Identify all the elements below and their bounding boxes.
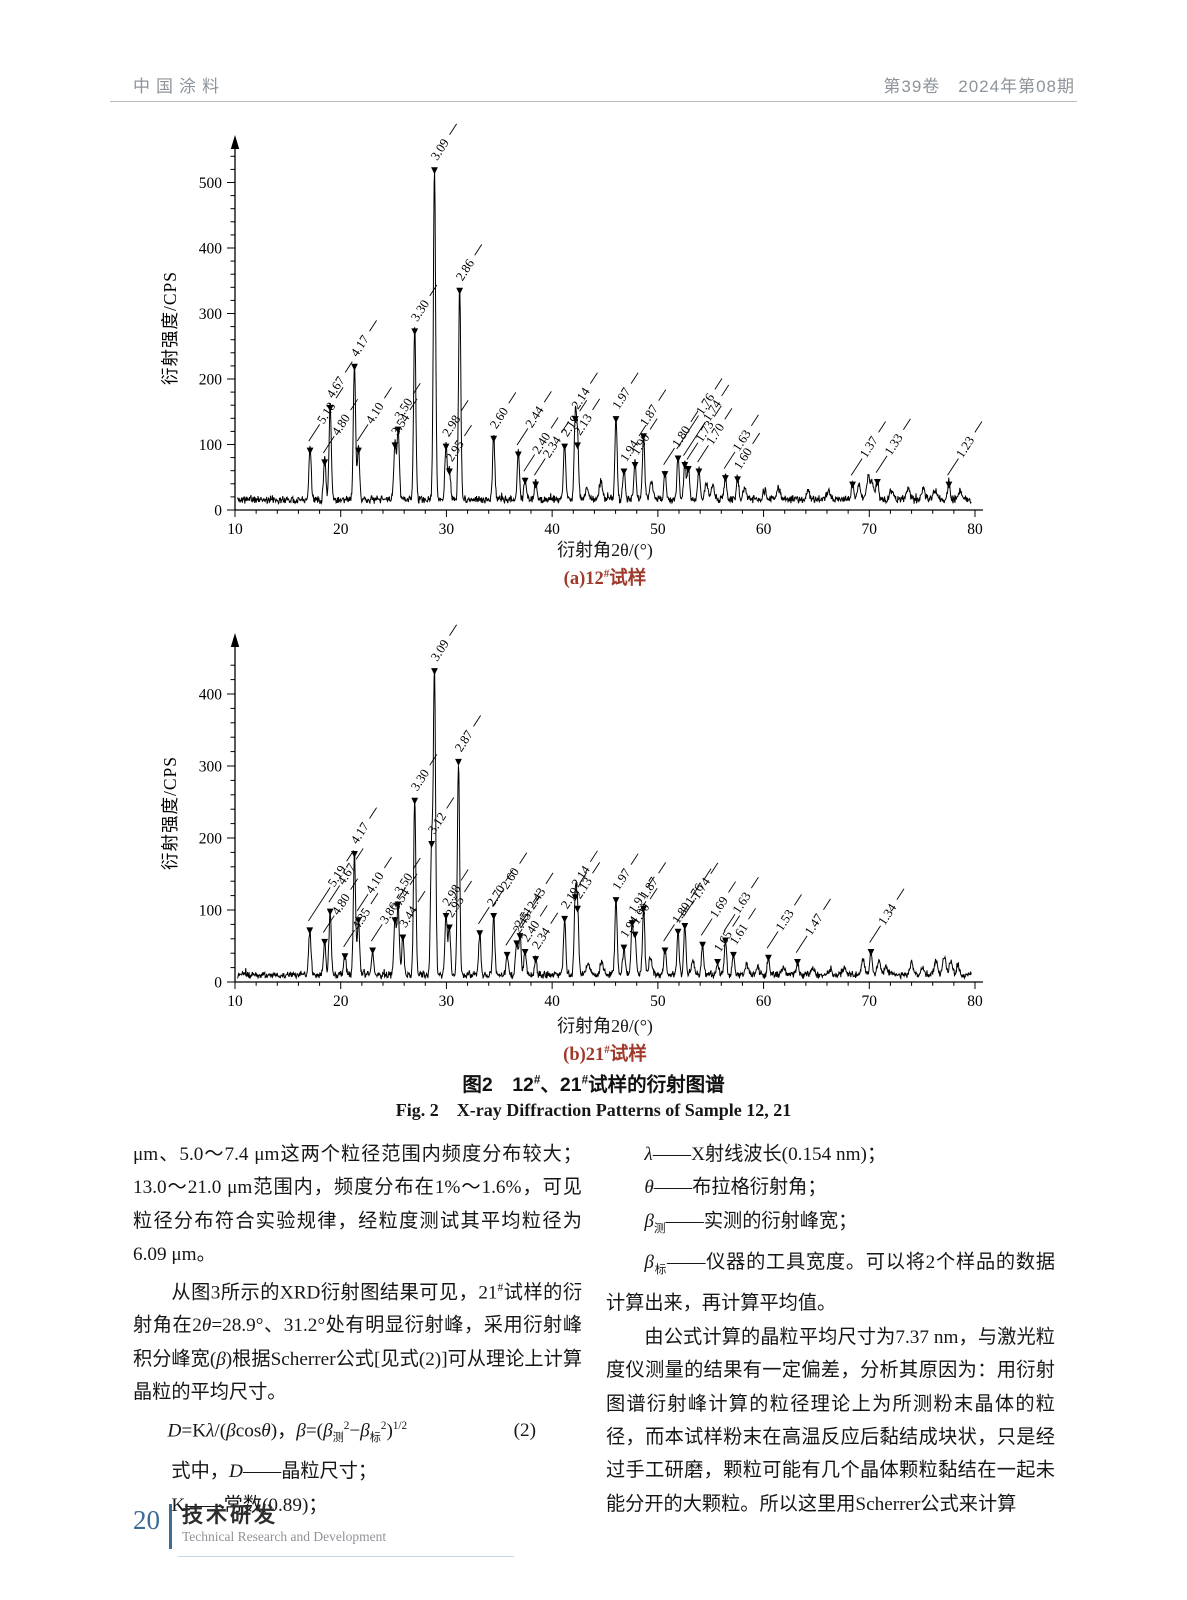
xrd-chart-sample-21: 10 20 30 40 50 60 70 80 0 100 200 300 400 衍射强度/CPS 5.1… bbox=[150, 624, 990, 1010]
svg-text:30: 30 bbox=[439, 521, 455, 538]
svg-text:100: 100 bbox=[199, 437, 223, 454]
svg-text:4.10: 4.10 bbox=[363, 400, 387, 426]
svg-text:70: 70 bbox=[862, 521, 878, 538]
header-divider bbox=[110, 101, 1077, 102]
svg-text:3.09: 3.09 bbox=[428, 637, 452, 663]
svg-text:100: 100 bbox=[199, 903, 223, 920]
svg-text:1.47: 1.47 bbox=[802, 911, 826, 938]
page-header: 中国涂料 第39卷 2024年第08期 bbox=[133, 72, 1075, 97]
svg-text:80: 80 bbox=[967, 993, 983, 1010]
paragraph-grain-size: 由公式计算的晶粒平均尺寸为7.37 nm，与激光粒度仪测量的结果有一定偏差，分析… bbox=[606, 1326, 1055, 1515]
definition-d: 式中，D——晶粒尺寸； bbox=[171, 1461, 378, 1483]
body-column-left: μm、5.0～7.4 μm这两个粒径范围内频度分布较大；13.0～21.0 μm… bbox=[133, 1138, 582, 1522]
svg-text:2.86: 2.86 bbox=[453, 256, 477, 283]
svg-text:3.09: 3.09 bbox=[428, 136, 452, 162]
svg-text:0: 0 bbox=[214, 975, 222, 992]
body-column-right: λ——X射线波长(0.154 nm)； θ——布拉格衍射角； β测——实测的衍射… bbox=[606, 1138, 1055, 1521]
page-number: 20 bbox=[133, 1505, 160, 1535]
svg-text:40: 40 bbox=[544, 521, 560, 538]
xrd-chart-sample-12: 10 20 30 40 50 60 70 80 0 100 200 300 400 500 衍射强度/CPS… bbox=[150, 123, 990, 538]
svg-text:1.53: 1.53 bbox=[773, 907, 797, 933]
svg-text:4.80: 4.80 bbox=[329, 891, 353, 917]
svg-text:20: 20 bbox=[333, 993, 349, 1010]
svg-text:1.63: 1.63 bbox=[730, 890, 754, 916]
subcaption-b: (b)21#试样 bbox=[563, 1043, 647, 1065]
definition-k: K——常数(0.89)； bbox=[171, 1494, 328, 1516]
footer-section-zh: 技术研发 bbox=[182, 1504, 278, 1527]
svg-text:1.97: 1.97 bbox=[609, 385, 633, 412]
svg-text:1.33: 1.33 bbox=[882, 431, 906, 457]
svg-text:1.87: 1.87 bbox=[637, 402, 661, 429]
svg-text:60: 60 bbox=[756, 521, 772, 538]
x-axis-label-a: 衍射角2θ/(°) bbox=[557, 540, 653, 560]
svg-text:3.30: 3.30 bbox=[408, 767, 432, 793]
svg-text:衍射强度/CPS: 衍射强度/CPS bbox=[160, 271, 180, 385]
definition-beta-measured: β测——实测的衍射峰宽； bbox=[644, 1210, 858, 1235]
paragraph-xrd-intro: 从图3所示的XRD衍射图结果可见，21#试样的衍射角在2θ=28.9°、31.2… bbox=[133, 1281, 583, 1404]
svg-text:500: 500 bbox=[199, 175, 223, 192]
svg-text:400: 400 bbox=[199, 241, 223, 258]
svg-text:衍射强度/CPS: 衍射强度/CPS bbox=[160, 756, 180, 870]
subcaption-a: (a)12#试样 bbox=[563, 567, 647, 589]
svg-text:4.10: 4.10 bbox=[363, 870, 387, 896]
figure-caption-en: Fig. 2 X-ray Diffraction Patterns of Sam… bbox=[395, 1100, 792, 1120]
equation-number: (2) bbox=[513, 1420, 536, 1442]
svg-text:40: 40 bbox=[544, 993, 560, 1010]
footer-underline bbox=[178, 1556, 514, 1557]
definition-theta: θ——布拉格衍射角； bbox=[644, 1177, 827, 1199]
x-axis-label-b: 衍射角2θ/(°) bbox=[557, 1016, 653, 1036]
svg-text:400: 400 bbox=[199, 687, 223, 704]
definition-beta-standard: β标——仪器的工具宽度。可以将2个样品的数据计算出来，再计算平均值。 bbox=[606, 1252, 1056, 1315]
footer-bar bbox=[169, 1504, 172, 1549]
svg-text:1.37: 1.37 bbox=[857, 433, 881, 460]
svg-text:1.23: 1.23 bbox=[953, 434, 977, 460]
svg-text:2.95: 2.95 bbox=[443, 438, 467, 464]
svg-text:0: 0 bbox=[214, 503, 222, 520]
svg-text:1.97: 1.97 bbox=[609, 866, 633, 893]
svg-text:2.14: 2.14 bbox=[569, 385, 593, 412]
svg-text:4.17: 4.17 bbox=[348, 820, 372, 847]
svg-text:50: 50 bbox=[650, 521, 666, 538]
svg-text:10: 10 bbox=[227, 521, 243, 538]
journal-name: 中国涂料 bbox=[133, 77, 225, 96]
svg-text:2.60: 2.60 bbox=[487, 405, 511, 431]
svg-text:60: 60 bbox=[756, 993, 772, 1010]
svg-text:50: 50 bbox=[650, 993, 666, 1010]
definition-lambda: λ——X射线波长(0.154 nm)； bbox=[644, 1144, 887, 1165]
svg-text:70: 70 bbox=[862, 993, 878, 1010]
svg-text:300: 300 bbox=[199, 306, 223, 323]
svg-text:300: 300 bbox=[199, 759, 223, 776]
svg-text:1.34: 1.34 bbox=[875, 901, 899, 928]
svg-text:3.30: 3.30 bbox=[408, 297, 432, 323]
svg-text:1.69: 1.69 bbox=[707, 894, 731, 920]
figure-caption-zh: 图2 12#、21#试样的衍射图谱 bbox=[462, 1073, 725, 1097]
svg-text:4.67: 4.67 bbox=[324, 374, 348, 401]
equation-body: D=Kλ/(βcosθ)，β=(β测2−β标2)1/2 bbox=[167, 1419, 408, 1444]
svg-text:4.17: 4.17 bbox=[348, 332, 372, 359]
svg-text:1.61: 1.61 bbox=[727, 921, 751, 947]
svg-text:2.98: 2.98 bbox=[440, 413, 464, 439]
svg-text:10: 10 bbox=[227, 993, 243, 1010]
volume-issue: 第39卷 2024年第08期 bbox=[883, 77, 1075, 96]
footer-section-en: Technical Research and Development bbox=[182, 1529, 387, 1544]
svg-text:2.44: 2.44 bbox=[523, 403, 547, 430]
svg-text:2.87: 2.87 bbox=[452, 727, 476, 754]
svg-text:200: 200 bbox=[199, 372, 223, 389]
scherrer-equation: D=Kλ/(βcosθ)，β=(β测2−β标2)1/2 (2) bbox=[133, 1410, 582, 1456]
svg-text:3.12: 3.12 bbox=[425, 810, 449, 836]
svg-text:200: 200 bbox=[199, 831, 223, 848]
svg-text:80: 80 bbox=[967, 521, 983, 538]
svg-text:20: 20 bbox=[333, 521, 349, 538]
paragraph-particle-size: μm、5.0～7.4 μm这两个粒径范围内频度分布较大；13.0～21.0 μm… bbox=[133, 1144, 582, 1266]
svg-text:30: 30 bbox=[439, 993, 455, 1010]
